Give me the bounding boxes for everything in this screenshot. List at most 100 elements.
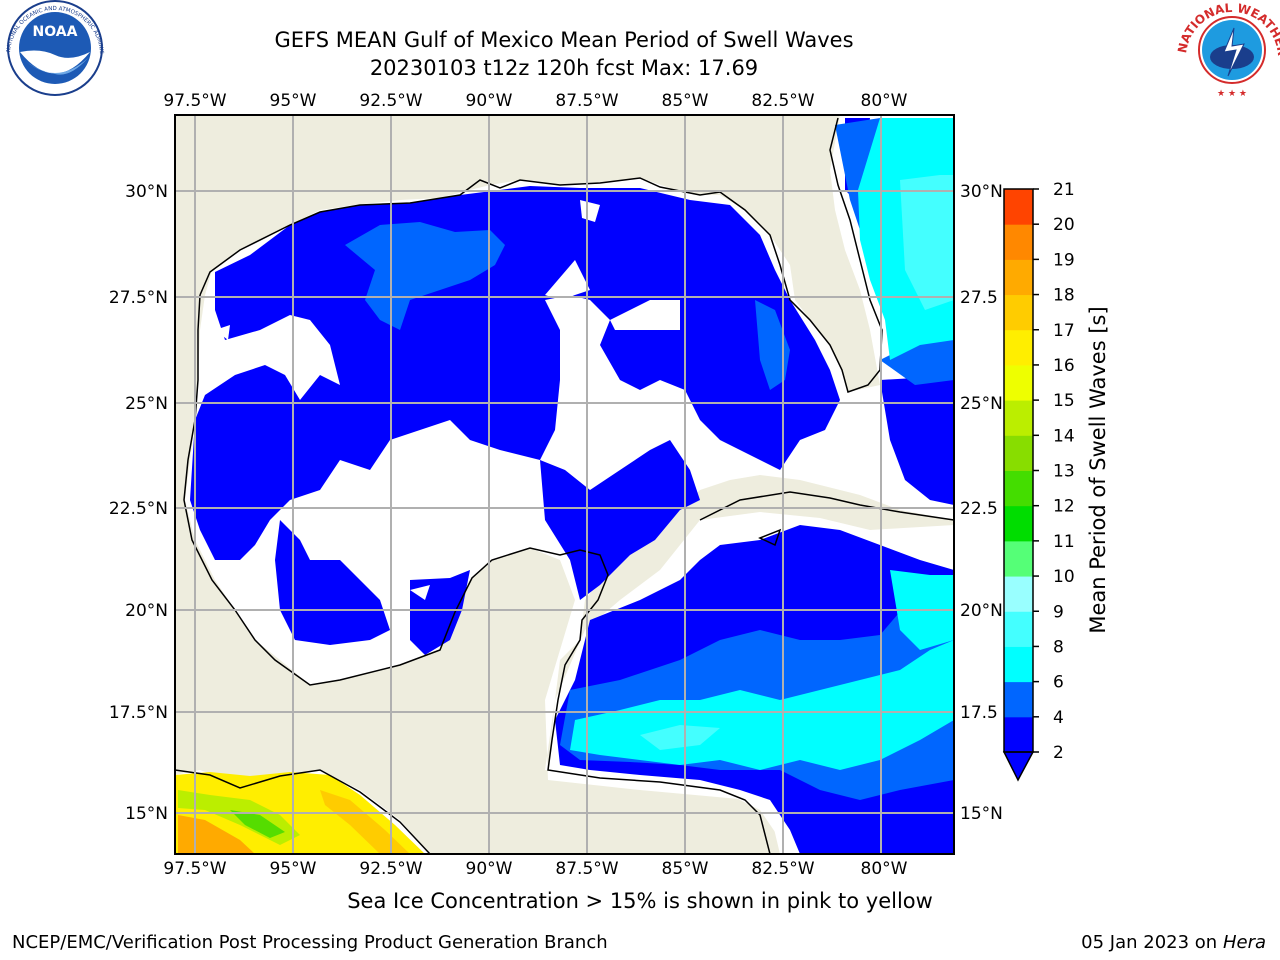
colorbar-segment [1004,470,1033,507]
colorbar-segment [1004,540,1033,577]
calm-patch-2 [580,200,600,222]
colorbar-segment [1004,259,1033,296]
nws-ring-text: NATIONAL WEATHER SERVICE [0,0,1280,56]
lon-label: 87.5°W [555,91,618,111]
colorbar-tick-label: 20 [1053,215,1075,235]
colorbar-segment [1004,224,1033,260]
calm-patch-1 [545,260,590,300]
lat-label: 27.5 [960,288,998,308]
lat-label: 30°N [960,182,1003,202]
swell-8s-caribbean [640,725,720,750]
lat-label: 22.5°N [109,499,168,519]
lon-labels-top: 97.5°W 95°W 92.5°W 90°W 87.5°W 85°W 82.5… [163,91,907,111]
colorbar-segment [1004,329,1033,366]
colorbar-tick-label: 8 [1053,637,1064,657]
calm-patch-5 [410,585,430,600]
colorbar-segment [1004,576,1033,612]
colorbar-segment [1004,294,1033,331]
colorbar-extend-triangle [1002,751,1035,782]
colorbar-tick-label: 6 [1053,673,1064,693]
colorbar-segment [1004,435,1033,471]
noaa-logo-text: NOAA [33,24,78,40]
swell-pacific-16s [320,790,410,854]
lon-label: 95°W [270,91,317,111]
lat-label: 15°N [125,804,168,824]
lon-label: 85°W [662,859,709,879]
colorbar-segment [1004,400,1033,436]
calm-patch-4 [610,300,680,330]
footer-date-text: 05 Jan 2023 on [1081,932,1218,953]
sea-ice-note: Sea Ice Concentration > 15% is shown in … [347,889,933,913]
colorbar-tick-label: 13 [1053,462,1075,482]
lon-label: 90°W [466,859,513,879]
title-line-2: 20230103 t12z 120h fcst Max: 17.69 [369,56,759,80]
nws-logo: NATIONAL WEATHER SERVICE ★ ★ ★ [0,0,1280,99]
lat-label: 27.5°N [109,288,168,308]
lon-label: 97.5°W [163,91,226,111]
lat-label: 20°N [960,601,1003,621]
lat-labels-left: 30°N 27.5°N 25°N 22.5°N 20°N 17.5°N 15°N [109,182,168,824]
colorbar-tick-label: 19 [1053,250,1075,270]
colorbar-tick-label: 17 [1053,321,1075,341]
lon-label: 85°W [662,91,709,111]
lon-labels-bottom: 97.5°W 95°W 92.5°W 90°W 87.5°W 85°W 82.5… [163,859,907,879]
swell-4s-east-gulf [755,300,790,390]
lat-label: 17.5°N [109,703,168,723]
lat-label: 25°N [125,394,168,414]
swell-2s-west [275,520,390,645]
colorbar-segment [1004,681,1033,718]
colorbar-segment [1004,364,1033,401]
lat-label: 30°N [125,182,168,202]
colorbar-tick-label: 4 [1053,708,1064,728]
colorbar: 2 4 6 8 9 10 11 12 13 14 15 16 17 18 19 20 21 Mean Perio… [1002,180,1110,782]
colorbar-tick-label: 14 [1053,426,1075,446]
swell-2s-north [190,186,840,560]
lon-label: 87.5°W [555,859,618,879]
colorbar-segments [1004,189,1033,753]
lat-labels-right: 30°N 27.5 25°N 22.5 20°N 17.5 15°N [960,182,1003,824]
colorbar-segment [1004,189,1033,225]
colorbar-ticks: 2 4 6 8 9 10 11 12 13 14 15 16 17 18 19 20 21 [1033,180,1075,763]
chart-title: GEFS MEAN Gulf of Mexico Mean Period of … [274,26,853,82]
lat-label: 17.5 [960,703,998,723]
colorbar-segment [1004,716,1033,753]
swell-pacific-17s [178,815,255,854]
lat-label: 20°N [125,601,168,621]
swell-8s-atlantic [900,175,954,310]
colorbar-tick-label: 18 [1053,286,1075,306]
noaa-logo: NOAA NATIONAL OCEANIC AND ATMOSPHERIC AD… [0,0,104,96]
colorbar-tick-label: 16 [1053,356,1075,376]
colorbar-tick-label: 10 [1053,567,1075,587]
colorbar-tick-label: 12 [1053,497,1075,517]
colorbar-segment [1004,505,1033,542]
lon-label: 80°W [861,859,908,879]
swell-4s-north [345,222,505,330]
lon-label: 97.5°W [163,859,226,879]
lon-label: 90°W [466,91,513,111]
lat-label: 15°N [960,804,1003,824]
map-panel [175,115,954,854]
colorbar-label: Mean Period of Swell Waves [s] [1086,306,1110,633]
lon-label: 95°W [270,859,317,879]
colorbar-segment [1004,646,1033,683]
title-line-1: GEFS MEAN Gulf of Mexico Mean Period of … [274,28,854,52]
lon-label: 82.5°W [751,859,814,879]
map-frame [174,114,955,855]
lon-label: 82.5°W [751,91,814,111]
colorbar-tick-label: 2 [1053,743,1064,763]
colorbar-tick-label: 11 [1053,532,1075,552]
calm-patch-3 [215,325,230,340]
colorbar-tick-label: 21 [1053,180,1075,200]
swell-pacific-11s [230,810,285,838]
graticule [175,115,954,854]
lon-label: 80°W [861,91,908,111]
swell-2s-east [880,378,954,505]
swell-2s-mid [540,440,700,600]
footer-branch: NCEP/EMC/Verification Post Processing Pr… [12,932,608,953]
colorbar-segment [1004,611,1033,647]
footer-date: 05 Jan 2023 on Hera [1081,932,1266,953]
lon-label: 92.5°W [359,91,422,111]
coastlines [175,117,954,854]
colorbar-tick-label: 15 [1053,391,1075,411]
